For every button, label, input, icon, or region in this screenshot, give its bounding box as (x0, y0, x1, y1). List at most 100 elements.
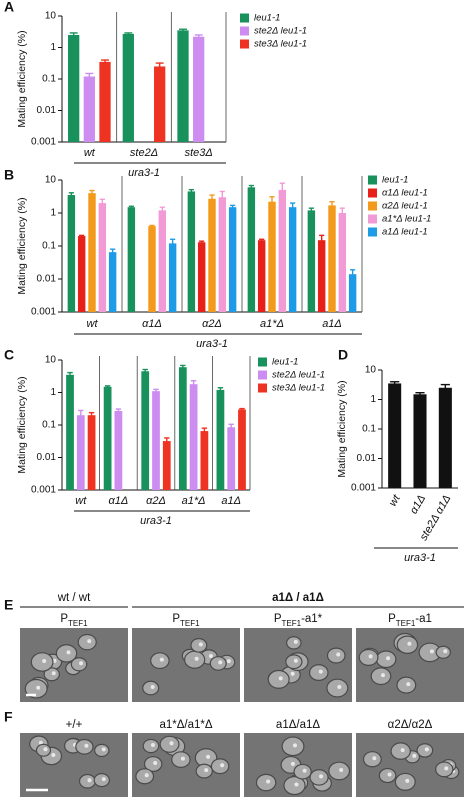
cell-spot (337, 685, 342, 690)
column-header: wt / wt (57, 592, 91, 604)
cell (43, 667, 60, 682)
bar (438, 387, 452, 488)
cell-spot (43, 747, 48, 752)
bar (168, 243, 177, 312)
label-suffix: -a1 (415, 613, 432, 625)
group-label: ura3-1 (196, 338, 228, 350)
panel-letter: A (4, 0, 14, 15)
bar (141, 371, 150, 490)
y-tick-label: 0.01 (37, 452, 57, 463)
bar (77, 236, 86, 312)
legend-swatch (258, 370, 267, 380)
bar (162, 441, 171, 490)
cell-spot (424, 747, 429, 752)
bar (148, 226, 156, 312)
cell-spot (206, 754, 211, 759)
legend-label: ste3Δ leu1-1 (254, 39, 307, 50)
cell (435, 645, 451, 659)
cell (24, 678, 48, 699)
bar (108, 252, 117, 312)
legend-label: a1Δ leu1-1 (382, 227, 428, 238)
cell-spot (318, 669, 323, 674)
legend-swatch (258, 357, 267, 367)
panel-letter: F (4, 709, 13, 725)
cell-spot (406, 682, 411, 687)
cell-spot (302, 768, 307, 773)
legend-swatch (368, 214, 377, 224)
bar (388, 383, 402, 488)
cell-spot (51, 753, 56, 758)
cell (70, 657, 88, 672)
cell-spot (150, 685, 155, 690)
bar (87, 415, 96, 490)
x-tick-label: α1Δ (142, 318, 162, 330)
cell (142, 680, 160, 696)
bar (99, 61, 111, 142)
bar (238, 409, 246, 490)
bar (68, 34, 80, 142)
cell (293, 763, 312, 780)
cell (35, 743, 52, 757)
cell (375, 650, 397, 669)
cell (308, 664, 329, 682)
cell-spot (407, 641, 412, 646)
x-tick-label: a1Δ (221, 495, 241, 507)
cell (396, 676, 417, 694)
bar (178, 367, 187, 490)
cell (309, 769, 329, 786)
panel-letter: C (4, 347, 14, 363)
legend-swatch (240, 13, 249, 23)
y-tick-label: 1 (50, 208, 56, 219)
cell (267, 669, 290, 689)
cell (30, 652, 54, 672)
label-main: P (60, 613, 68, 625)
bar (216, 389, 225, 490)
bar (114, 410, 123, 490)
legend-swatch (368, 175, 377, 185)
legend-label: ste2Δ leu1-1 (272, 370, 325, 381)
cell-spot (180, 756, 185, 761)
bar (154, 66, 166, 142)
bar (177, 30, 189, 143)
cell-spot (51, 671, 56, 676)
cell-spot (386, 656, 391, 661)
legend-swatch (240, 26, 249, 36)
cell (77, 633, 97, 651)
cell-spot (293, 639, 298, 644)
cell (143, 756, 163, 772)
cell (394, 772, 416, 791)
bar (228, 207, 237, 312)
cell-spot (194, 656, 199, 661)
cell (78, 773, 96, 789)
cell (283, 775, 306, 796)
cell-spot (292, 743, 297, 748)
y-tick-label: 1 (370, 394, 376, 405)
cell (378, 767, 397, 784)
y-tick-label: 10 (45, 355, 57, 366)
image-label: +/+ (66, 719, 83, 731)
cell (416, 743, 434, 758)
label-sub: TEF1 (180, 619, 200, 628)
cell-spot (204, 768, 209, 773)
y-axis-label: Mating efficiency (%) (16, 376, 28, 473)
image-label: a1*Δ/a1*Δ (159, 719, 212, 731)
cell-spot (220, 763, 225, 768)
cell (190, 638, 208, 653)
y-axis-label: Mating efficiency (%) (16, 30, 28, 127)
cell-spot (293, 658, 298, 663)
panel-letter: E (4, 597, 13, 613)
bar (307, 210, 316, 312)
cell (209, 656, 227, 671)
cell (370, 667, 392, 686)
cell-spot (208, 653, 213, 658)
bar (83, 76, 95, 142)
cell-spot (84, 743, 89, 748)
cell-spot (266, 779, 271, 784)
cell (396, 635, 419, 655)
bar (88, 193, 96, 312)
y-tick-label: 0.001 (31, 307, 56, 318)
image-label: α2Δ/α2Δ (388, 719, 433, 731)
bar (122, 33, 134, 142)
cell-spot (42, 658, 47, 663)
y-tick-label: 0.01 (357, 453, 377, 464)
